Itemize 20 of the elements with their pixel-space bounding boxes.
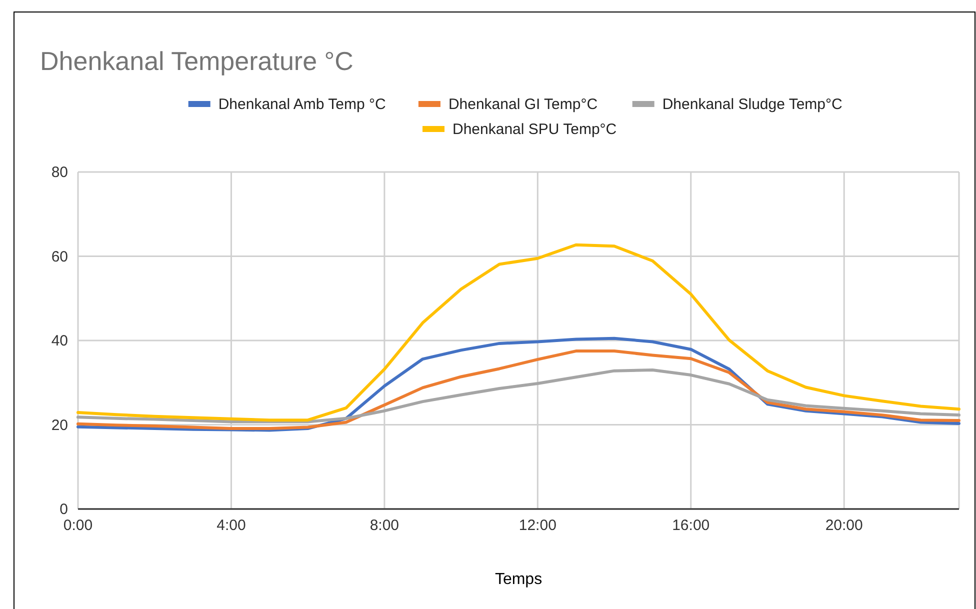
legend-label: Dhenkanal Sludge Temp°C	[662, 96, 843, 113]
x-tick-label: 4:00	[216, 517, 246, 534]
x-tick-label: 12:00	[518, 517, 556, 534]
line-series	[76, 368, 960, 424]
y-tick-label: 60	[51, 248, 68, 266]
line-series	[76, 243, 960, 422]
y-tick-label: 0	[60, 501, 68, 518]
legend-label: Dhenkanal Amb Temp °C	[218, 96, 386, 113]
y-tick-label: 80	[51, 164, 68, 181]
x-tick-label: 8:00	[370, 517, 400, 534]
x-axis-title: Temps	[494, 571, 542, 588]
x-tick-label: 0:00	[63, 517, 93, 534]
legend-label: Dhenkanal SPU Temp°C	[452, 121, 617, 138]
chart-title: Dhenkanal Temperature °C	[40, 46, 354, 76]
line-series	[76, 350, 960, 430]
y-tick-label: 20	[51, 416, 68, 434]
x-tick-label: 16:00	[672, 517, 710, 534]
legend-label: Dhenkanal GI Temp°C	[448, 96, 598, 113]
y-tick-label: 40	[51, 332, 68, 350]
x-tick-label: 20:00	[825, 517, 863, 534]
